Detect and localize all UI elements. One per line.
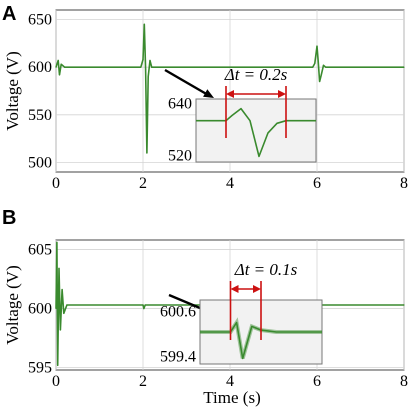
data-point: [153, 66, 155, 68]
data-point: [66, 304, 68, 306]
delta-t-arrowhead-right: [278, 90, 286, 98]
panel-letter: A: [2, 3, 16, 25]
data-point: [403, 304, 405, 306]
data-point: [319, 80, 321, 83]
pointer-arrow-line: [164, 68, 210, 97]
data-point: [312, 66, 314, 68]
inset: 600.6 599.4: [160, 281, 323, 365]
panel-letter: B: [2, 207, 16, 229]
x-tick-label: 4: [226, 373, 234, 390]
data-point: [142, 59, 144, 61]
data-point: [57, 59, 59, 62]
x-tick-label: 6: [313, 373, 321, 390]
x-tick-label: 0: [52, 373, 60, 390]
data-point: [149, 59, 151, 62]
panel-b: B 0 2 4 6 8 595 600 605 Voltage (V) Time (s) 600.6 5…: [2, 207, 408, 407]
data-point: [57, 364, 59, 366]
data-point: [314, 62, 316, 64]
y-axis-label: Voltage (V): [3, 265, 22, 344]
data-point: [316, 45, 318, 47]
data-point: [144, 304, 146, 306]
data-point: [61, 289, 63, 291]
pointer-arrow-head: [203, 89, 214, 98]
data-point: [58, 267, 60, 269]
inset-frame: [195, 98, 317, 163]
data-point: [63, 312, 65, 314]
x-tick-label: 0: [52, 175, 60, 192]
y-tick-label: 650: [28, 12, 52, 29]
inset-y-tick-label: 599.4: [160, 348, 196, 365]
data-point: [320, 74, 322, 76]
inset-y-tick-label: 640: [168, 95, 192, 112]
data-point: [59, 329, 62, 331]
data-point: [55, 307, 57, 310]
data-point: [58, 74, 61, 76]
panel-a: A 0 2 4 6 8 500 550 600 650 Voltage (V) 640 520 Δt = …: [2, 3, 408, 192]
data-point: [151, 66, 153, 68]
x-tick-label: 8: [400, 373, 408, 390]
y-tick-label: 605: [28, 241, 52, 258]
y-tick-label: 600: [28, 59, 52, 76]
data-point: [145, 68, 147, 70]
data-point: [64, 66, 66, 68]
delta-t-annotation: Δt = 0.1s: [234, 260, 298, 279]
y-tick-label: 595: [28, 360, 52, 377]
data-point: [317, 61, 319, 64]
delta-t-annotation: Δt = 0.2s: [224, 65, 288, 84]
x-tick-label: 4: [226, 175, 234, 192]
data-point: [403, 66, 405, 68]
x-tick-label: 6: [313, 175, 321, 192]
delta-t-arrowhead-right: [253, 285, 261, 293]
inset-y-tick-label: 520: [168, 147, 192, 164]
y-tick-label: 500: [28, 154, 52, 171]
data-point: [140, 66, 142, 68]
data-point: [60, 63, 62, 65]
inset-noise-band: [200, 317, 322, 359]
data-point: [146, 152, 148, 154]
inset-series-line: [196, 107, 316, 158]
inset-series-line: [200, 321, 322, 360]
data-point: [55, 66, 57, 68]
data-point: [325, 66, 327, 68]
data-point: [143, 23, 145, 25]
data-point: [142, 304, 144, 306]
inset-y-tick-label: 600.6: [160, 303, 196, 320]
y-tick-label: 600: [28, 301, 52, 318]
inset: 640 520: [168, 86, 317, 164]
x-axis-label: Time (s): [203, 388, 260, 407]
data-point: [147, 76, 149, 78]
delta-t-arrowhead-left: [230, 285, 239, 293]
x-tick-label: 2: [139, 373, 147, 390]
data-point: [322, 64, 325, 66]
y-axis-label: Voltage (V): [3, 51, 22, 130]
delta-t-arrowhead-left: [226, 90, 234, 98]
y-tick-label: 550: [28, 107, 52, 124]
data-point: [143, 307, 145, 310]
data-point: [56, 241, 58, 243]
x-tick-label: 2: [139, 175, 147, 192]
x-tick-label: 8: [400, 175, 408, 192]
